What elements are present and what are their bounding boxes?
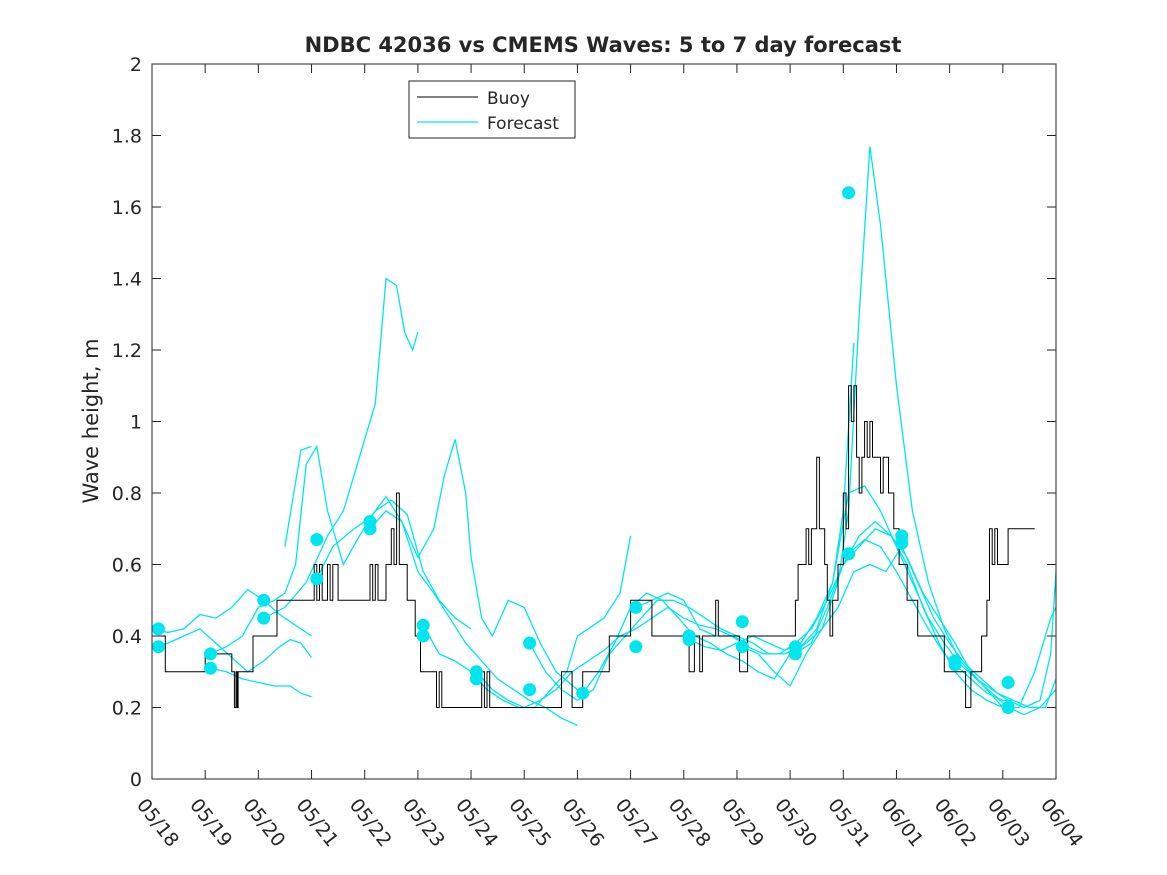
forecast-point xyxy=(310,533,324,546)
forecast-point xyxy=(257,611,271,625)
forecast-line-4 xyxy=(210,444,472,655)
y-tick-label: 2 xyxy=(130,54,142,76)
forecast-point xyxy=(151,640,165,654)
forecast-point xyxy=(629,640,643,654)
forecast-line-16 xyxy=(848,538,1014,702)
y-tick-label: 1.2 xyxy=(112,340,142,362)
legend-label-buoy: Buoy xyxy=(487,89,530,109)
forecast-point xyxy=(1001,676,1015,689)
forecast-point xyxy=(416,618,430,632)
forecast-point xyxy=(629,600,643,614)
forecast-line-15 xyxy=(795,520,1014,709)
forecast-line-1 xyxy=(151,628,313,673)
legend-box xyxy=(408,80,576,139)
y-tick-label: 0.2 xyxy=(112,698,142,720)
forecast-point xyxy=(895,536,909,550)
y-tick-label: 1.6 xyxy=(112,197,142,219)
forecast-point xyxy=(842,186,856,200)
y-tick-label: 0.8 xyxy=(112,483,142,505)
forecast-point xyxy=(682,633,696,647)
forecast-line-7 xyxy=(369,439,578,691)
legend: Buoy Forecast xyxy=(408,80,576,139)
y-tick-label: 0.6 xyxy=(112,555,142,577)
y-tick-label: 0.4 xyxy=(112,626,142,648)
forecast-point xyxy=(735,615,749,629)
forecast-line-5 xyxy=(263,277,419,619)
forecast-point xyxy=(842,547,856,561)
chart-title: NDBC 42036 vs CMEMS Waves: 5 to 7 day fo… xyxy=(305,33,902,57)
forecast-line-2 xyxy=(151,588,312,637)
forecast-point xyxy=(1001,701,1015,714)
y-axis-ticks: 0 0.2 0.4 0.6 0.8 1 1.2 1.4 1.6 1.8 2 xyxy=(112,54,1056,791)
forecast-point xyxy=(310,572,324,586)
forecast-line-3 xyxy=(210,667,312,698)
forecast-point xyxy=(948,658,962,672)
y-tick-label: 1.8 xyxy=(112,126,142,148)
forecast-points xyxy=(151,186,1015,714)
forecast-point xyxy=(416,629,430,643)
y-tick-label: 0 xyxy=(130,769,142,791)
legend-label-forecast: Forecast xyxy=(487,114,559,134)
y-tick-label: 1 xyxy=(130,412,142,434)
forecast-point xyxy=(788,647,802,661)
forecast-point xyxy=(204,647,217,661)
forecast-point xyxy=(257,593,271,607)
axes-background xyxy=(152,64,1056,779)
forecast-point xyxy=(523,683,537,697)
forecast-line-9 xyxy=(475,606,748,709)
forecast-line-17 xyxy=(284,445,312,547)
forecast-point xyxy=(204,661,217,675)
buoy-line xyxy=(152,385,1035,708)
forecast-point xyxy=(523,636,537,650)
forecast-point xyxy=(469,672,483,686)
forecast-point xyxy=(735,640,749,654)
forecast-point xyxy=(576,686,590,700)
y-axis-label: Wave height, m xyxy=(79,338,103,503)
forecast-point xyxy=(363,522,377,536)
y-tick-label: 1.4 xyxy=(112,269,142,291)
buoy-series xyxy=(152,385,1035,708)
forecast-point xyxy=(151,622,165,636)
